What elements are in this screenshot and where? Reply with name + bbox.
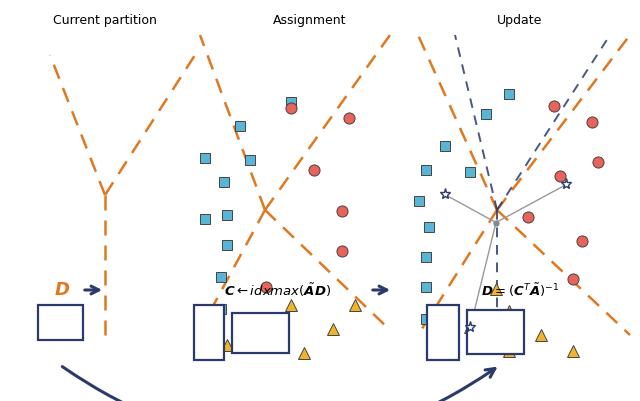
Bar [467, 310, 524, 354]
Bar [194, 305, 224, 360]
Text: Current partition: Current partition [53, 14, 157, 27]
Bar [427, 305, 459, 360]
Bar [232, 313, 289, 353]
Text: $\boldsymbol{C} \leftarrow idxmax(\tilde{\boldsymbol{A}}\boldsymbol{D})$: $\boldsymbol{C} \leftarrow idxmax(\tilde… [225, 281, 332, 299]
Bar [38, 305, 83, 340]
FancyArrowPatch shape [62, 367, 495, 401]
Text: Assignment: Assignment [273, 14, 347, 27]
Text: $\boldsymbol{D}$: $\boldsymbol{D}$ [54, 281, 70, 299]
Text: Update: Update [497, 14, 543, 27]
Text: $\boldsymbol{D} = (\boldsymbol{C}^T\tilde{\boldsymbol{A}})^{-1}$: $\boldsymbol{D} = (\boldsymbol{C}^T\tild… [481, 281, 559, 299]
